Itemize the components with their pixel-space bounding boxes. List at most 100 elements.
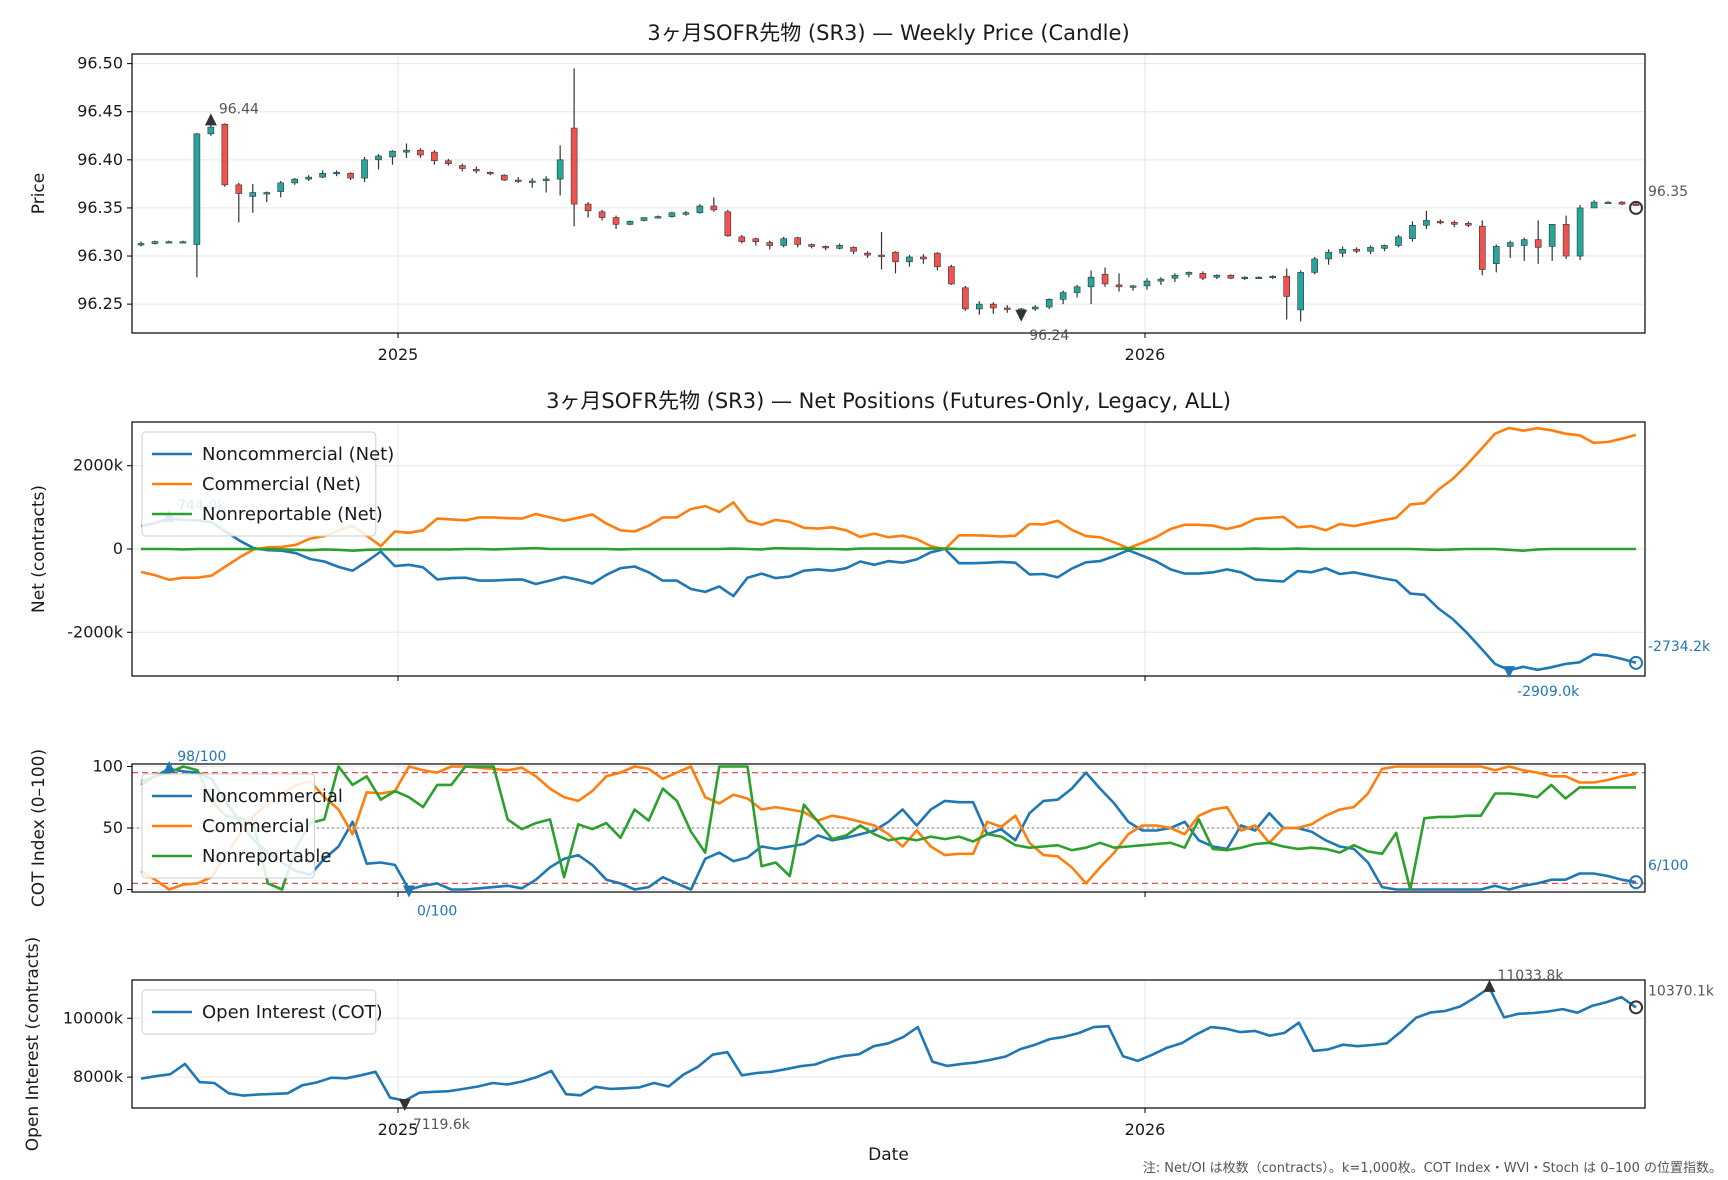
candle-body: [570, 127, 578, 205]
y-tick-label: 0: [113, 880, 123, 899]
series-line-noncommercial: [140, 516, 1637, 672]
candle-body: [389, 150, 396, 158]
candle-body: [1339, 249, 1346, 254]
x-tick-label: 2025: [378, 345, 419, 364]
candle-body: [207, 126, 215, 135]
candle-body: [1590, 201, 1598, 209]
candle-body: [165, 241, 173, 244]
candle-body: [486, 172, 494, 175]
candle-body: [1520, 239, 1528, 246]
candle-body: [514, 179, 522, 182]
candle-body: [361, 159, 368, 179]
legend-label: Open Interest (COT): [202, 1002, 383, 1023]
candle-body: [1604, 201, 1612, 204]
candle-body: [640, 217, 648, 221]
series-line-nonreportable: [140, 765, 1636, 891]
y-tick-label: 50: [103, 818, 123, 837]
annotation-label: 10370.1k: [1648, 983, 1715, 999]
y-tick-label: 0: [113, 539, 123, 558]
candle-body: [1492, 246, 1500, 265]
candle-body: [137, 243, 145, 246]
circle-marker: [1629, 875, 1643, 890]
candle-body: [473, 169, 480, 172]
y-tick-label: -2000k: [67, 622, 123, 641]
legend-box: [141, 989, 377, 1035]
candle-body: [1241, 276, 1249, 280]
candle-body: [1087, 276, 1095, 288]
annotation-label: -2909.0k: [1517, 684, 1580, 700]
candle-body: [333, 172, 340, 175]
chart-title: 3ヶ月SOFR先物 (SR3) — Weekly Price (Candle): [647, 21, 1129, 45]
annotation-label: 0/100: [417, 904, 457, 920]
circle-marker: [1629, 655, 1643, 670]
candle-body: [1395, 236, 1402, 246]
legend-label: Commercial (Net): [202, 474, 361, 495]
triangle-up-marker: [204, 113, 217, 126]
candle-body: [780, 238, 788, 246]
circle-marker: [1629, 1000, 1643, 1015]
y-tick-label: 10000k: [63, 1008, 124, 1027]
candle-body: [1143, 280, 1151, 287]
candle-body: [556, 159, 564, 180]
candle-body: [1423, 220, 1430, 226]
candle-body: [1506, 242, 1514, 247]
candle-body: [962, 287, 969, 310]
y-tick-label: 100: [92, 756, 123, 775]
candle-body: [1129, 285, 1137, 288]
candle-body: [934, 252, 941, 267]
candle-body: [989, 303, 997, 309]
cot-index-panel: 0 50 100 COT Index (0–100) 98/100 0/100 6/100 N…: [29, 749, 1688, 920]
candle-body: [542, 178, 550, 181]
series-line-nonreportable: [141, 546, 1636, 553]
candle-body: [263, 192, 271, 195]
candle-body: [1562, 223, 1570, 257]
candle-body: [1283, 275, 1291, 297]
y-tick-label: 96.40: [77, 150, 123, 169]
candle-body: [151, 241, 159, 244]
candle-body: [878, 254, 885, 257]
candle-body: [319, 172, 326, 178]
annotation-label: 96.24: [1029, 328, 1069, 344]
candle-body: [976, 303, 983, 310]
x-axis-label: Date: [868, 1145, 909, 1165]
candle-body: [1269, 275, 1277, 279]
candle-body: [766, 242, 774, 246]
candle-body: [1465, 223, 1472, 226]
candle-body: [347, 172, 354, 179]
series-line-commercial: [140, 426, 1637, 582]
triangle-down-marker: [1503, 666, 1516, 679]
candle-body: [305, 176, 312, 180]
candle-body: [1115, 284, 1123, 288]
candle-body: [1157, 278, 1165, 282]
net-positions-panel: -2000k 0 2000k 3ヶ月SOFR先物 (SR3) — Net Positi…: [29, 389, 1711, 700]
candle-body: [598, 211, 606, 218]
triangle-up-marker: [163, 760, 176, 773]
candle-body: [417, 149, 424, 156]
legend-label: Noncommercial: [202, 786, 343, 807]
legend-label: Commercial: [202, 816, 310, 837]
circle-marker: [1629, 200, 1643, 215]
candle-body: [1171, 274, 1179, 279]
candle-body: [459, 165, 466, 169]
series-line-noncommercial: [140, 767, 1637, 891]
candle-body: [794, 237, 801, 245]
candle-body: [431, 151, 438, 162]
candle-body: [668, 212, 676, 217]
candle-body: [1479, 225, 1486, 270]
annotation-label: 11033.8k: [1497, 968, 1564, 984]
annotation-label: -2734.2k: [1648, 639, 1711, 655]
candle-body: [724, 211, 732, 237]
candle-body: [1576, 207, 1584, 257]
candle-body: [1031, 306, 1039, 310]
candle-body: [1213, 274, 1221, 278]
y-axis-label: Open Interest (contracts): [23, 937, 43, 1151]
annotation-label: 98/100: [177, 749, 226, 765]
triangle-up-marker: [1483, 979, 1496, 992]
candle-body: [1325, 251, 1332, 260]
y-tick-label: 96.25: [77, 294, 123, 313]
open-interest-panel: 8000k 10000k 2025 2026 Open Interest (contra…: [23, 937, 1715, 1165]
triangle-down-marker: [1015, 309, 1028, 322]
candle-body: [1003, 307, 1011, 310]
x-tick-label: 2025: [378, 1120, 419, 1139]
